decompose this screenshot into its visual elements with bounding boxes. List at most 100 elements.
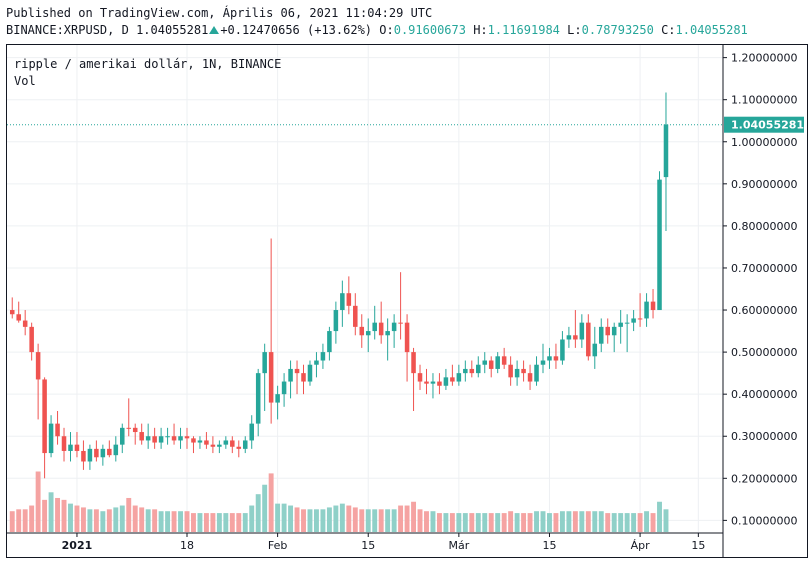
low-label: L:: [567, 23, 582, 37]
volume-bar: [216, 513, 222, 532]
candle-body: [514, 368, 520, 378]
volume-bar: [391, 509, 397, 532]
volume-bar: [320, 509, 326, 532]
y-tick-label: 0.70000000: [731, 262, 797, 275]
volume-bar: [307, 509, 313, 532]
volume-bar: [203, 513, 209, 532]
candle-body: [333, 310, 339, 332]
volume-bar: [100, 511, 106, 532]
candle-body: [165, 436, 170, 438]
volume-bar: [508, 511, 514, 532]
candle-body: [9, 310, 15, 315]
candle-body: [184, 436, 190, 439]
last-price-label: 1.04055281: [731, 119, 804, 132]
volume-bar: [553, 513, 559, 532]
x-tick-label: 15: [361, 539, 375, 552]
candle-body: [223, 440, 229, 445]
x-tick-label: 15: [691, 539, 705, 552]
candle-body: [158, 436, 164, 443]
candle-body: [301, 373, 306, 382]
volume-bar: [132, 505, 138, 532]
candle-body: [404, 322, 410, 353]
volume-bar: [229, 513, 235, 532]
candle-body: [171, 436, 177, 441]
candle-body: [281, 381, 287, 395]
volume-bar: [637, 513, 643, 532]
candle-body: [249, 423, 254, 441]
volume-bar: [48, 492, 54, 532]
chart-legend-title: ripple / amerikai dollár, 1N, BINANCE: [14, 57, 282, 71]
volume-bar: [61, 499, 67, 532]
volume-bar: [527, 513, 533, 532]
candle-body: [288, 368, 293, 382]
candle-body: [508, 364, 513, 378]
candle-body: [385, 331, 390, 336]
price-change: +0.12470656 (+13.62%): [220, 23, 373, 37]
volume-bar: [22, 509, 28, 532]
x-tick-label: Már: [448, 539, 469, 552]
candle-body: [417, 373, 423, 382]
candle-body: [424, 381, 429, 384]
volume-bar: [74, 505, 80, 532]
y-tick-label: 1.00000000: [731, 136, 797, 149]
volume-bar: [197, 513, 203, 532]
volume-bar: [333, 505, 339, 532]
volume-bar: [191, 513, 196, 532]
candle-body: [120, 427, 125, 445]
volume-bar: [365, 509, 371, 532]
volume-bar: [547, 513, 552, 532]
volume-bar: [55, 497, 61, 532]
x-tick-label: Ápr: [631, 539, 651, 552]
close-value: 1.04055281: [675, 23, 748, 37]
volume-bar: [514, 513, 520, 532]
volume-bar: [449, 513, 455, 532]
y-tick-label: 0.80000000: [731, 220, 797, 233]
candle-body: [488, 360, 494, 369]
candle-body: [139, 432, 144, 441]
volume-bar: [417, 509, 423, 532]
volume-bar: [572, 511, 578, 532]
volume-bar: [644, 511, 650, 532]
candle-body: [22, 320, 28, 327]
volume-bar: [462, 513, 468, 532]
candle-body: [521, 368, 526, 374]
volume-bar: [80, 507, 86, 532]
candle-body: [255, 373, 261, 424]
candle-body: [107, 448, 112, 456]
price-chart[interactable]: 1.20000000 1.10000000 1.00000000 0.90000000…: [7, 45, 807, 557]
volume-bar: [657, 501, 662, 532]
volume-bar: [592, 511, 598, 532]
volume-bar: [281, 503, 287, 532]
candle-body: [94, 448, 99, 458]
volume-bar: [585, 511, 591, 532]
volume-bar: [249, 505, 255, 532]
volume-bar: [598, 511, 604, 532]
candle-body: [663, 124, 669, 178]
volume-bar: [210, 513, 216, 532]
candle-body: [482, 360, 488, 365]
volume-bar: [223, 513, 229, 532]
volume-bar: [501, 513, 507, 532]
volume-bar: [165, 511, 171, 532]
candle-body: [463, 368, 468, 374]
candle-body: [236, 446, 242, 449]
candle-body: [553, 356, 559, 361]
candle-body: [61, 436, 67, 451]
candle-body: [437, 381, 442, 386]
y-tick-label: 0.10000000: [731, 514, 797, 527]
volume-bar: [559, 511, 565, 532]
candle-body: [631, 318, 636, 323]
volume-bar: [301, 509, 306, 532]
candle-body: [657, 179, 662, 311]
volume-bar: [663, 509, 669, 532]
candle-body: [611, 326, 617, 336]
low-value: 0.78793250: [581, 23, 654, 37]
candle-body: [527, 373, 533, 382]
candle-body: [210, 444, 216, 447]
candle-body: [230, 440, 235, 447]
up-triangle-icon: [209, 26, 220, 34]
volume-bar: [42, 499, 48, 532]
candle-body: [365, 331, 371, 336]
volume-bar: [436, 513, 442, 532]
candle-body: [476, 364, 481, 374]
